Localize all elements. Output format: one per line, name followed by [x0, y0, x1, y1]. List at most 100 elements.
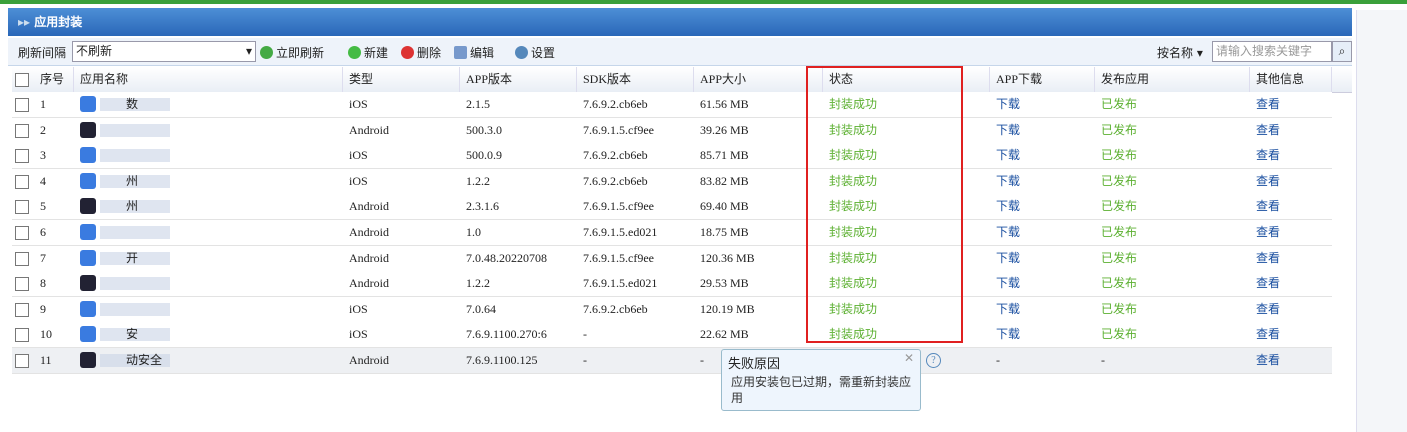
row-checkbox[interactable] — [15, 98, 29, 112]
search-by-text: 按名称 — [1157, 46, 1194, 60]
highlight-box — [806, 66, 963, 343]
tooltip-message: 应用安装包已过期，需重新封装应用 — [731, 375, 912, 405]
search-button[interactable]: ⌕ — [1332, 41, 1352, 62]
table-row: 7 开 Android 7.0.48.20220708 7.6.9.1.5.cf9ee 1… — [12, 245, 1332, 272]
download-cell[interactable]: 下载 — [996, 97, 1021, 111]
help-icon[interactable]: ? — [926, 353, 941, 368]
column-header: 类型 — [343, 67, 460, 92]
row-checkbox[interactable] — [15, 277, 29, 292]
row-checkbox[interactable] — [15, 328, 29, 343]
type-cell: Android — [349, 122, 389, 137]
publish-cell[interactable]: 已发布 — [1101, 148, 1138, 163]
new-text: 新建 — [364, 46, 389, 60]
info-cell[interactable]: 查看 — [1256, 225, 1281, 239]
app-name-cell: 州 — [74, 194, 343, 219]
info-cell[interactable]: 查看 — [1256, 301, 1281, 316]
no-cell: 1 — [40, 97, 46, 111]
settings-button[interactable]: 设置 — [515, 44, 555, 61]
info-cell[interactable]: 查看 — [1256, 148, 1281, 163]
table-row: 3 iOS 500.0.9 7.6.9.2.cb6eb 85.71 MB 封装成功 下载 已发… — [12, 143, 1332, 170]
info-cell[interactable]: 查看 — [1256, 173, 1281, 188]
no-cell: 10 — [40, 327, 52, 342]
row-checkbox[interactable] — [15, 174, 29, 189]
download-cell[interactable]: 下载 — [996, 301, 1021, 316]
refresh-now-button[interactable]: 立即刷新 — [260, 44, 324, 61]
row-checkbox[interactable] — [15, 123, 29, 138]
info-cell[interactable]: 查看 — [1256, 97, 1281, 111]
app-name-cell: 开 — [74, 246, 343, 271]
download-cell[interactable]: 下载 — [996, 276, 1021, 291]
search-input[interactable]: 请输入搜索关键字 — [1212, 41, 1332, 62]
app-version-cell: 2.3.1.6 — [466, 199, 499, 214]
row-checkbox[interactable] — [15, 251, 29, 266]
app-icon — [80, 121, 96, 138]
refresh-option: 不刷新 — [76, 44, 113, 58]
info-cell[interactable]: 查看 — [1256, 276, 1281, 291]
new-button[interactable]: 新建 — [348, 44, 388, 61]
sdk-version-cell: - — [583, 327, 587, 342]
publish-cell[interactable]: 已发布 — [1101, 276, 1138, 291]
search-by[interactable]: 按名称 ▾ — [1157, 46, 1203, 60]
publish-cell[interactable]: 已发布 — [1101, 173, 1138, 188]
publish-cell[interactable]: 已发布 — [1101, 225, 1138, 239]
app-name-cell — [74, 143, 343, 168]
select-all-checkbox[interactable] — [15, 73, 29, 87]
side-area — [1356, 10, 1407, 432]
download-cell[interactable]: 下载 — [996, 148, 1021, 163]
column-header: SDK版本 — [577, 67, 694, 92]
size-cell: 85.71 MB — [700, 148, 749, 163]
column-header: APP大小 — [694, 67, 823, 92]
info-cell[interactable]: 查看 — [1256, 199, 1281, 214]
info-cell[interactable]: 查看 — [1256, 353, 1281, 367]
info-cell[interactable]: 查看 — [1256, 327, 1281, 342]
publish-cell[interactable]: - — [1101, 353, 1105, 367]
info-cell[interactable]: 查看 — [1256, 122, 1281, 137]
download-cell[interactable]: 下载 — [996, 327, 1021, 342]
download-cell[interactable]: 下载 — [996, 225, 1021, 239]
edit-button[interactable]: 编辑 — [454, 44, 494, 61]
type-cell: Android — [349, 225, 389, 239]
publish-cell[interactable]: 已发布 — [1101, 97, 1138, 111]
download-cell[interactable]: 下载 — [996, 122, 1021, 137]
row-checkbox[interactable] — [15, 200, 29, 215]
blurred-name — [100, 200, 170, 214]
no-cell: 9 — [40, 301, 46, 316]
top-strip — [0, 0, 1407, 4]
table-header: 序号 应用名称 类型 APP版本 SDK版本 APP大小 状态 APP下载 发布应用 其他信息 — [12, 67, 1352, 93]
row-checkbox[interactable] — [15, 302, 29, 317]
delete-button[interactable]: 删除 — [401, 44, 441, 61]
table-row: 4 州 iOS 1.2.2 7.6.9.2.cb6eb 83.82 MB 封装成功 下载 已发布… — [12, 168, 1332, 195]
no-cell: 3 — [40, 148, 46, 163]
publish-cell[interactable]: 已发布 — [1101, 301, 1138, 316]
tooltip: 失败原因 ✕ 应用安装包已过期，需重新封装应用 — [721, 349, 921, 411]
info-cell[interactable]: 查看 — [1256, 250, 1281, 265]
app-version-cell: 7.6.9.1100.270:6 — [466, 327, 547, 342]
publish-cell[interactable]: 已发布 — [1101, 122, 1138, 137]
row-checkbox[interactable] — [15, 354, 29, 368]
type-cell: iOS — [349, 327, 368, 342]
type-cell: Android — [349, 353, 389, 367]
no-cell: 11 — [40, 353, 52, 367]
size-cell: 120.19 MB — [700, 301, 755, 316]
size-cell: 18.75 MB — [700, 225, 749, 239]
row-checkbox[interactable] — [15, 226, 29, 240]
panel-header: ▸▸ 应用封装 — [8, 8, 1352, 36]
tooltip-close[interactable]: ✕ — [903, 351, 914, 365]
publish-cell[interactable]: 已发布 — [1101, 199, 1138, 214]
download-cell[interactable]: 下载 — [996, 250, 1021, 265]
publish-cell[interactable]: 已发布 — [1101, 250, 1138, 265]
download-cell[interactable]: 下载 — [996, 173, 1021, 188]
status-cell: 封装成功 — [829, 97, 878, 111]
download-cell[interactable]: - — [996, 353, 1000, 367]
download-cell[interactable]: 下载 — [996, 199, 1021, 214]
blurred-name — [100, 174, 170, 188]
sdk-version-cell: 7.6.9.2.cb6eb — [583, 301, 648, 316]
app-version-cell: 1.2.2 — [466, 276, 490, 291]
row-checkbox[interactable] — [15, 149, 29, 164]
type-cell: Android — [349, 199, 389, 214]
refresh-select[interactable]: 不刷新 ▾ — [72, 41, 256, 62]
table-row: 8 Android 1.2.2 7.6.9.1.5.ed021 29.53 MB 封装成功… — [12, 271, 1332, 298]
column-header: 状态 — [823, 67, 990, 92]
publish-cell[interactable]: 已发布 — [1101, 327, 1138, 342]
